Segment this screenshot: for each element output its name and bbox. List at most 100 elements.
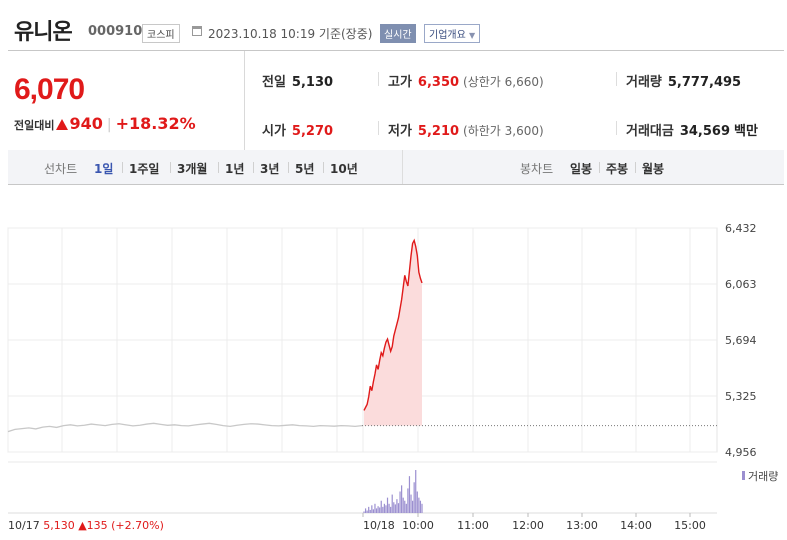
volume-label: 거래량 (626, 75, 662, 90)
diff-label: 전일대비 (14, 119, 55, 132)
tab-weekly-candle[interactable]: 주봉 (606, 162, 629, 176)
volume-bar (396, 499, 398, 513)
volume-bar (401, 485, 403, 513)
volume-bar (419, 500, 422, 513)
volume-bars (363, 470, 423, 513)
volume-bar (372, 509, 375, 513)
tab-1day[interactable]: 1일 (94, 162, 114, 176)
x-tick-label: 13:00 (566, 519, 598, 532)
open-value: 5,270 (291, 124, 334, 139)
y-tick-label: 6,063 (725, 278, 757, 291)
volume-bar (379, 507, 381, 513)
volume-bar (375, 508, 378, 513)
quote-datetime: 2023.10.18 10:19 기준(장중) (208, 27, 373, 41)
company-overview-label: 기업개요 (429, 30, 466, 41)
divider (323, 162, 324, 173)
realtime-button[interactable]: 실시간 (380, 24, 416, 43)
volume-bar (371, 505, 373, 513)
volume-bar (418, 497, 420, 513)
prev-close-value: 5,130 (291, 75, 334, 90)
tab-monthly-candle[interactable]: 월봉 (642, 162, 665, 176)
x-tick-label: 10:00 (402, 519, 434, 532)
y-tick-label: 6,432 (725, 222, 757, 235)
tab-daily-candle[interactable]: 일봉 (570, 162, 593, 176)
x-tick-label: 15:00 (674, 519, 706, 532)
market-badge: 코스피 (142, 24, 180, 43)
tab-1year[interactable]: 1년 (225, 162, 245, 176)
volume-bar (385, 505, 387, 513)
prev-day-summary: 10/17 5,130 ▲135 (+2.70%) (8, 519, 164, 532)
volume-bar (380, 500, 382, 513)
line-chart-label: 선차트 (44, 162, 78, 176)
volume-bar (399, 491, 401, 513)
volume-bar (383, 503, 385, 513)
chart-tabbar: 선차트 1일 1주일 3개월 1년 3년 5년 10년 봉차트 일봉 주봉 월봉 (8, 150, 784, 185)
low-label: 저가 (388, 124, 412, 139)
amount-cell: 거래대금 34,569 백만 (626, 120, 758, 139)
volume-bar (374, 503, 376, 513)
intraday-price-chart: 6,432 6,063 5,694 5,325 4,956 거래량 10/18 10:00 11… (7, 222, 778, 532)
divider (122, 162, 123, 173)
open-label: 시가 (262, 124, 286, 139)
chevron-down-icon: ▼ (469, 31, 476, 40)
volume-cell: 거래량 5,777,495 (626, 71, 741, 90)
calendar-icon (192, 26, 202, 36)
volume-bar (388, 503, 390, 513)
divider: | (106, 117, 112, 133)
current-price-box: 6,070 전일대비 940 | +18.32% (8, 51, 245, 151)
stock-header: 유니온 000910 코스피 2023.10.18 10:19 기준(장중) 실… (0, 0, 787, 50)
volume-value: 5,777,495 (667, 75, 742, 90)
lower-limit: (하한가 3,600) (463, 124, 544, 138)
volume-bar (377, 506, 379, 513)
amount-unit: 백만 (734, 124, 758, 139)
divider (402, 150, 403, 184)
prev-day-date: 10/17 (8, 519, 43, 532)
stock-name: 유니온 (14, 20, 73, 45)
tab-10year[interactable]: 10년 (330, 162, 358, 176)
volume-bar (411, 500, 414, 513)
volume-bar (386, 497, 389, 513)
company-overview-button[interactable]: 기업개요 ▼ (424, 24, 481, 43)
upper-limit: (상한가 6,660) (463, 75, 544, 89)
divider (616, 72, 617, 86)
volume-bar (366, 510, 368, 513)
prev-day-line (7, 422, 363, 433)
x-tick-label: 10/18 (363, 519, 395, 532)
volume-bar (368, 506, 370, 513)
y-tick-label: 4,956 (725, 446, 757, 459)
volume-bar (404, 500, 406, 513)
stock-code: 000910 (88, 24, 143, 39)
volume-bar (364, 508, 367, 513)
tab-3month[interactable]: 3개월 (177, 162, 208, 176)
x-tick-label: 11:00 (457, 519, 489, 532)
volume-bar (390, 506, 392, 513)
y-tick-label: 5,325 (725, 390, 757, 403)
volume-bar (415, 470, 417, 513)
divider (616, 121, 617, 135)
chart-grid (7, 227, 718, 517)
volume-bar (382, 506, 384, 513)
divider (170, 162, 171, 173)
up-triangle-icon (56, 119, 69, 130)
high-label: 고가 (388, 75, 412, 90)
volume-bar (408, 476, 411, 513)
volume-legend-swatch (742, 471, 745, 480)
volume-bar (391, 494, 393, 513)
prev-close-cell: 전일 5,130 (262, 71, 333, 90)
tab-3year[interactable]: 3년 (260, 162, 280, 176)
x-tick-label: 12:00 (512, 519, 544, 532)
tab-5year[interactable]: 5년 (295, 162, 315, 176)
volume-bar (413, 482, 415, 513)
chart-series (7, 238, 717, 433)
volume-bar (402, 497, 404, 513)
divider (378, 121, 379, 135)
current-price: 6,070 (14, 73, 85, 106)
volume-bar (394, 504, 396, 513)
tab-1week[interactable]: 1주일 (129, 162, 160, 176)
volume-bar (416, 491, 418, 513)
volume-legend-label: 거래량 (748, 470, 778, 483)
divider (378, 72, 379, 86)
volume-bar (405, 503, 407, 513)
volume-bar (363, 511, 365, 513)
volume-bar (369, 509, 371, 513)
